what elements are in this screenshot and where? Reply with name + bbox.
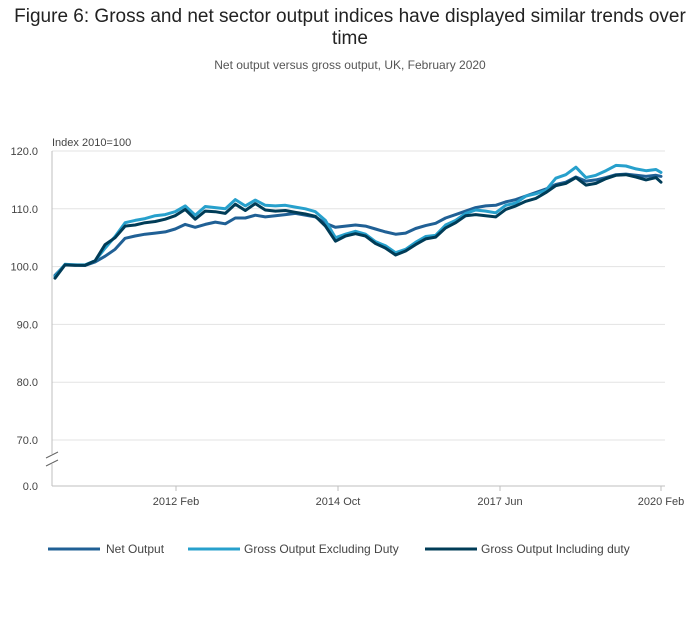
series-line-2	[53, 163, 663, 278]
y-tick-label: 90.0	[17, 319, 38, 331]
y-tick-label: 110.0	[11, 204, 38, 216]
y-tick-label: 120.0	[10, 146, 38, 158]
legend-label: Gross Output Excluding Duty	[244, 542, 399, 556]
chart-subtitle: Net output versus gross output, UK, Febr…	[214, 58, 486, 72]
y-tick-label: 0.0	[23, 481, 38, 493]
y-tick-label: 80.0	[17, 377, 38, 389]
chart-title: Figure 6: Gross and net sector output in…	[14, 6, 686, 49]
legend-label: Net Output	[106, 542, 165, 556]
x-tick-label: 2014 Oct	[316, 496, 361, 508]
series-line-3	[53, 173, 663, 280]
x-tick-label: 2020 Feb	[638, 496, 684, 508]
y-axis-label: Index 2010=100	[52, 137, 131, 149]
x-tick-label: 2012 Feb	[153, 496, 199, 508]
y-tick-label: 70.0	[17, 435, 38, 447]
legend-label: Gross Output Including duty	[481, 542, 630, 556]
series-line-1	[53, 172, 663, 277]
axis-break-mark	[45, 451, 59, 459]
y-tick-label: 100.0	[10, 262, 38, 274]
x-tick-label: 2017 Jun	[477, 496, 522, 508]
axis-break-mark	[45, 459, 59, 467]
